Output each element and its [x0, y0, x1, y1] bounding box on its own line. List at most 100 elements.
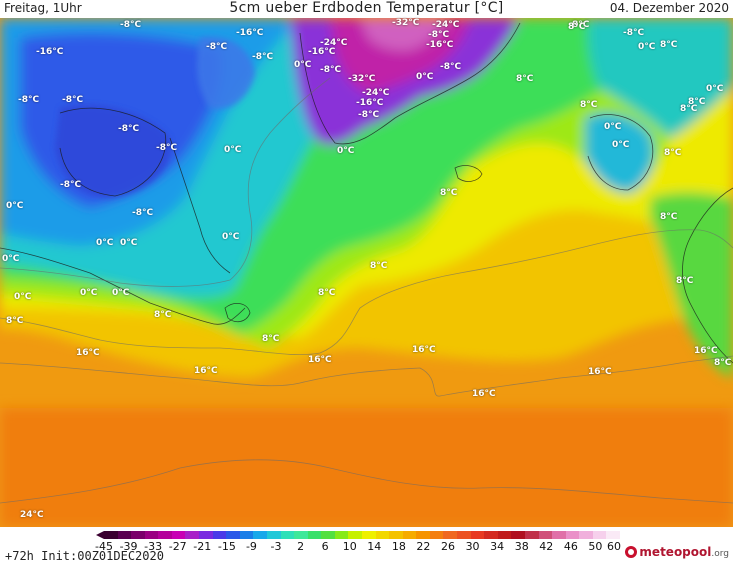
isotherm-label: -8°C: [623, 28, 645, 38]
field-greenland-core: [330, 18, 470, 93]
colorbar-segment: [280, 531, 295, 539]
meteopool-icon: [625, 546, 638, 558]
colorbar-tick-label: 30: [465, 540, 480, 553]
isotherm-label: -8°C: [206, 42, 228, 52]
isotherm-label: -24°C: [432, 20, 460, 30]
isotherm-label: 0°C: [612, 140, 630, 150]
isotherm-label: -24°C: [320, 38, 348, 48]
coast-labrador: [169, 137, 231, 274]
contour-8: [0, 229, 733, 355]
isotherm-label: 16°C: [308, 355, 332, 365]
isotherm-label: 0°C: [2, 254, 20, 264]
isotherm-label: 0°C: [14, 292, 32, 302]
isotherm-label: -16°C: [236, 28, 264, 38]
colorbar-segment: [321, 531, 336, 539]
colorbar-tick-label: 14: [367, 540, 382, 553]
colorbar-segment: [497, 531, 512, 539]
field-europe-west: [650, 192, 733, 378]
isotherm-label: 8°C: [572, 20, 590, 30]
colorbar-tick-label: 46: [563, 540, 578, 553]
colorbar-segment: [402, 531, 417, 539]
colorbar-tick-label: -21: [193, 540, 212, 553]
contour-24: [0, 459, 733, 504]
isotherm-label: -8°C: [320, 65, 342, 75]
temperature-map: -8°C -16°C -8°C -16°C -8°C -32°C -24°C -8°C -16°…: [0, 18, 733, 527]
colorbar-segment: [104, 531, 119, 539]
isotherm-label: 0°C: [222, 232, 240, 242]
isotherm-label: 0°C: [224, 145, 242, 155]
map-footer: -45 -39 -33 -27 -21 -15 -9 -3 2 6 10 14 18 22 26 30 34 38…: [0, 527, 733, 566]
field-europe-north: [588, 18, 733, 138]
isotherm-label: 8°C: [568, 22, 586, 32]
colorbar-tick-label: 26: [441, 540, 455, 553]
isotherm-label: 8°C: [660, 212, 678, 222]
isotherm-label: 8°C: [680, 104, 698, 114]
colorbar-segment: [348, 531, 363, 539]
colorbar-segment: [171, 531, 186, 539]
brand-name: meteopool: [639, 545, 712, 559]
colorbar-segment: [266, 531, 282, 539]
colorbar-segment: [158, 531, 173, 539]
isotherm-label: -16°C: [308, 47, 336, 57]
brand-suffix: .org: [711, 549, 729, 559]
isotherm-label: 8°C: [6, 316, 24, 326]
colorbar-segment: [185, 531, 200, 539]
isotherm-label: 16°C: [194, 366, 218, 376]
isotherm-label: 0°C: [706, 84, 724, 94]
isotherm-label: 8°C: [688, 97, 706, 107]
isotherm-label: -8°C: [62, 95, 84, 105]
isotherm-label: 8°C: [516, 74, 534, 84]
isotherm-label: 0°C: [6, 201, 24, 211]
isotherm-label: 16°C: [76, 348, 100, 358]
colorbar-segment: [199, 531, 214, 539]
map-header: Freitag, 1Uhr 5cm ueber Erdboden Tempera…: [0, 0, 733, 18]
run-info: +72h Init:00Z01DEC2020: [5, 549, 164, 563]
isotherm-label: -8°C: [132, 208, 154, 218]
colorbar-tick-label: -45: [95, 540, 113, 553]
isotherm-label: -8°C: [358, 110, 380, 120]
coast-greenland: [299, 22, 521, 145]
colorbar-tick-label: 2: [297, 540, 305, 553]
colorbar-segment: [362, 531, 377, 539]
colorbar-segment: [375, 531, 390, 539]
colorbar-segment: [144, 531, 159, 539]
isotherm-label: 16°C: [412, 345, 436, 355]
isotherm-label: 8°C: [318, 288, 336, 298]
colorbar-segment: [389, 531, 404, 539]
colorbar-segment: [470, 531, 485, 539]
colorbar-segment: [592, 531, 607, 539]
isotherm-label: -32°C: [392, 18, 420, 28]
field-south: [0, 408, 733, 527]
colorbar-segment: [131, 531, 146, 539]
colorbar-segment: [253, 531, 268, 539]
isotherm-label: 8°C: [660, 40, 678, 50]
field-scandinavia: [585, 113, 654, 193]
coast-canada: [0, 247, 246, 325]
colorbar-tick-label: -33: [144, 540, 163, 553]
colorbar-tick-label: 50: [588, 540, 603, 553]
colorbar-segment: [443, 531, 458, 539]
colorbar-tick-label: 22: [416, 540, 431, 553]
isotherm-label: -16°C: [36, 47, 64, 57]
isotherm-label: 0°C: [337, 146, 355, 156]
isotherm-label: 16°C: [694, 346, 718, 356]
colorbar-ticks: -45 -39 -33 -27 -21 -15 -9 -3 2 6 10 14 18 22 26 30 34 38…: [95, 540, 621, 554]
isotherm-label: 8°C: [154, 310, 172, 320]
colorbar-segment: [212, 531, 227, 539]
colorbar-tick-label: 42: [539, 540, 554, 553]
isotherm-label: 8°C: [714, 358, 732, 368]
colorbar-tick-label: 10: [342, 540, 357, 553]
colorbar-segment: [294, 531, 309, 539]
colorbar-segment: [117, 531, 132, 539]
isotherm-label: -8°C: [252, 52, 274, 62]
isotherm-label: -16°C: [426, 40, 454, 50]
forecast-day-time: Freitag, 1Uhr: [4, 1, 82, 15]
isotherm-label: -32°C: [348, 74, 376, 84]
colorbar-segment: [538, 531, 553, 539]
temperature-colorbar: [96, 531, 621, 539]
colorbar-segment: [511, 531, 526, 539]
field-baffin: [197, 37, 255, 109]
brand-logo[interactable]: meteopool.org: [625, 545, 729, 559]
colorbar-segment: [226, 531, 241, 539]
colorbar-segment: [416, 531, 431, 539]
